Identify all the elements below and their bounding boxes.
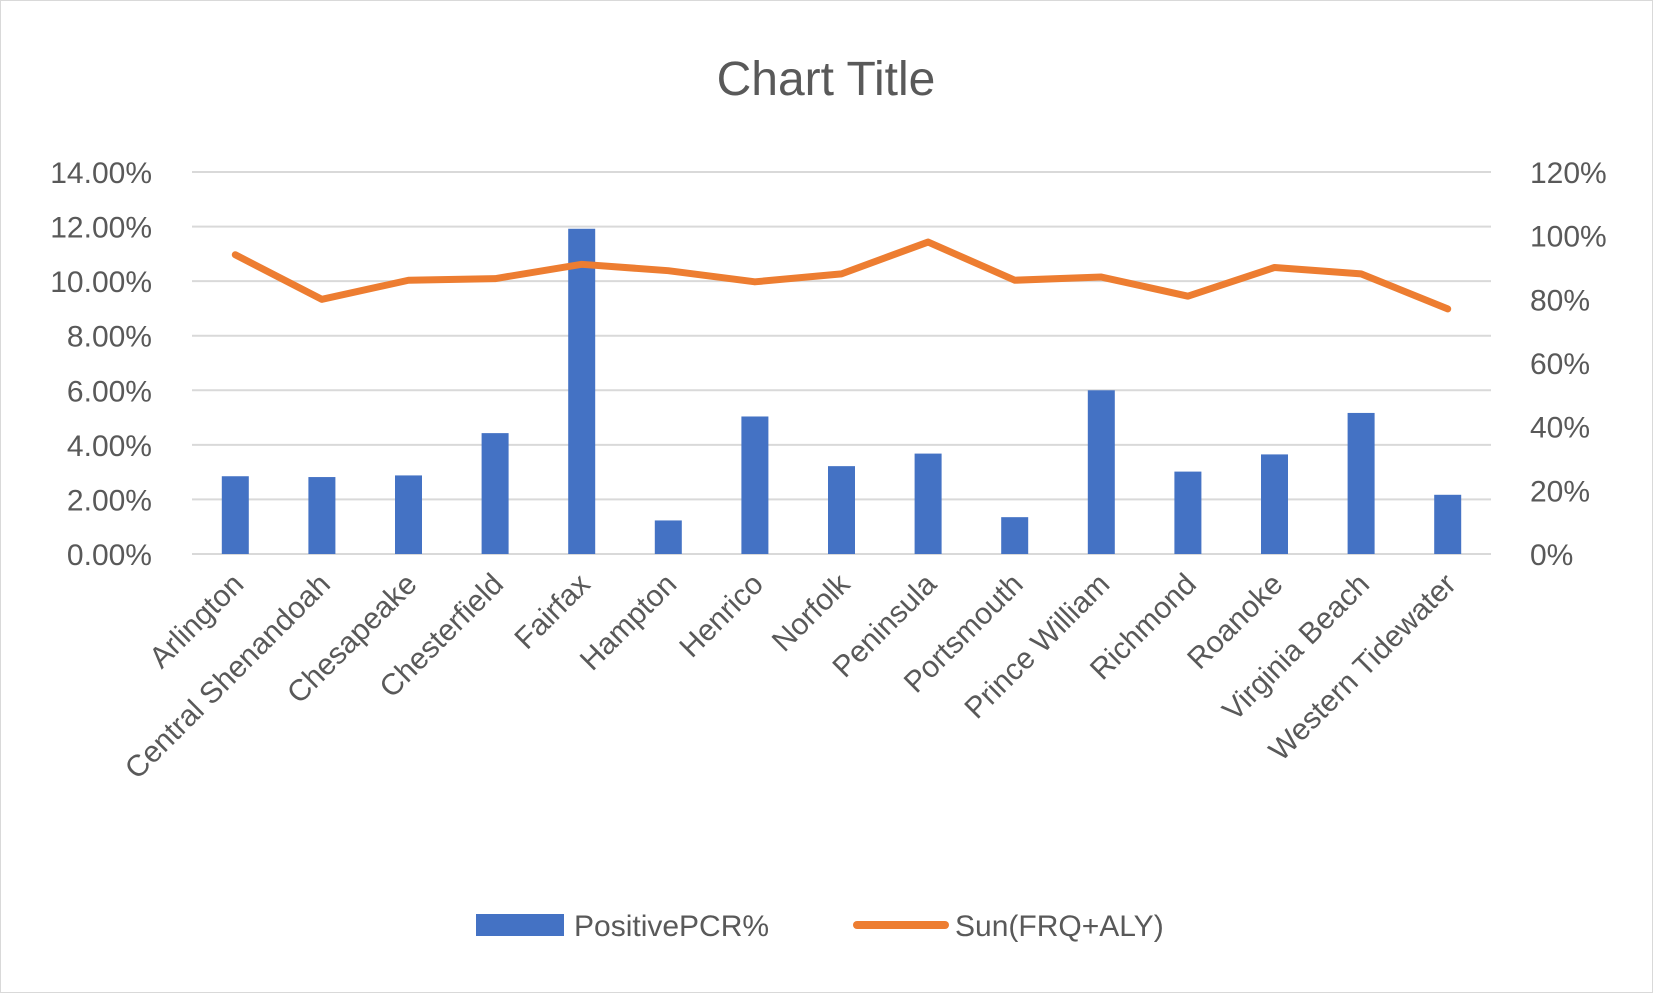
bar — [1434, 494, 1462, 554]
right-tick-label: 120% — [1530, 157, 1607, 190]
series-line — [231, 238, 1452, 313]
bar — [654, 520, 682, 554]
right-tick-label: 20% — [1530, 475, 1590, 508]
left-tick-label: 14.00% — [50, 157, 152, 190]
right-tick-label: 0% — [1530, 539, 1573, 572]
right-tick-label: 80% — [1530, 284, 1590, 317]
bar — [221, 476, 249, 554]
left-tick-label: 12.00% — [50, 212, 152, 245]
line-series — [231, 238, 1452, 313]
bar — [395, 475, 422, 554]
left-tick-label: 4.00% — [67, 430, 152, 463]
bar — [914, 453, 942, 554]
left-tick-label: 10.00% — [50, 266, 152, 299]
right-tick-label: 40% — [1530, 412, 1590, 445]
right-tick-label: 100% — [1530, 221, 1607, 254]
legend-label-line: Sun(FRQ+ALY) — [955, 910, 1164, 943]
right-axis: 0% 20% 40% 60% 80% 100% 120% — [1530, 157, 1607, 572]
right-tick-label: 60% — [1530, 348, 1590, 381]
left-axis: 0.00% 2.00% 4.00% 6.00% 8.00% 10.00% 12.00% 14.… — [50, 157, 152, 572]
left-tick-label: 6.00% — [67, 375, 152, 408]
bar — [568, 228, 596, 555]
left-tick-label: 8.00% — [67, 321, 152, 354]
left-tick-label: 0.00% — [67, 539, 152, 572]
bar — [828, 466, 855, 554]
bar — [308, 477, 336, 554]
bar — [481, 433, 509, 554]
legend: PositivePCR% Sun(FRQ+ALY) — [476, 910, 1164, 943]
category-label: Hampton — [574, 568, 683, 677]
bar-series — [221, 228, 1462, 555]
category-label: Fairfax — [508, 568, 596, 656]
legend-label-bar: PositivePCR% — [574, 910, 769, 943]
bar — [1174, 471, 1202, 554]
category-label: Virginia Beach — [1216, 568, 1376, 728]
left-tick-label: 2.00% — [67, 484, 152, 517]
bar — [1001, 517, 1029, 554]
bar — [1261, 454, 1288, 554]
legend-swatch-bar — [476, 914, 564, 936]
bar — [741, 416, 769, 554]
bar — [1347, 412, 1375, 554]
bar — [1087, 390, 1115, 554]
chart-title: Chart Title — [717, 53, 936, 106]
category-label: Henrico — [673, 568, 769, 664]
